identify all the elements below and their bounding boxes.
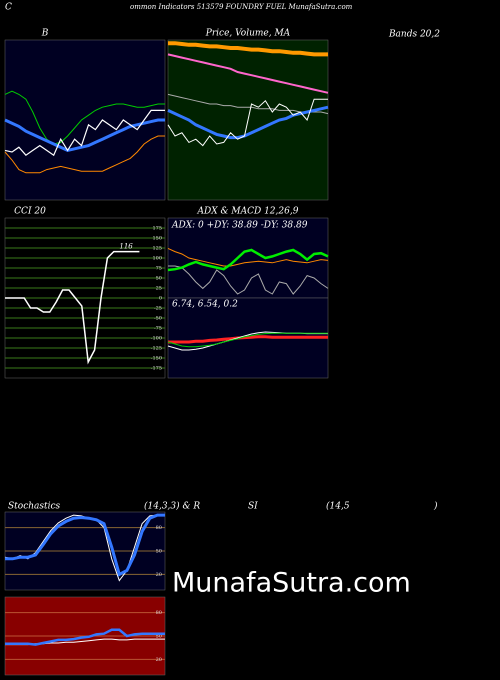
series-line	[167, 53, 329, 94]
series-line	[4, 109, 165, 157]
series-line	[167, 248, 329, 272]
header-right: Bands 20,2	[388, 30, 440, 40]
y-tick-label: 80	[156, 610, 162, 616]
series-line	[4, 90, 165, 145]
panel-title: Price, Volume, MA	[205, 29, 291, 39]
series-line	[4, 135, 165, 174]
panel-title: ADX & MACD 12,26,9	[197, 207, 299, 217]
series-line	[5, 250, 140, 365]
y-tick-label: -175	[151, 366, 162, 372]
y-tick-label: 175	[152, 226, 162, 232]
panel-title: 6.74, 6.54, 0.2	[172, 300, 238, 310]
y-tick-label: -25	[154, 306, 162, 312]
y-tick-label: 20	[156, 572, 162, 578]
panel-background	[4, 39, 166, 201]
series-line	[4, 118, 165, 152]
value-label: 116	[119, 243, 133, 251]
series-line	[168, 41, 328, 57]
row-label: SI	[248, 502, 258, 512]
series-line	[5, 513, 165, 577]
watermark: MunafaSutra.com	[172, 568, 411, 599]
row-label: )	[433, 501, 438, 512]
panel-title: Stochastics	[8, 502, 61, 512]
y-tick-label: 0	[159, 296, 162, 302]
panel-title: CCI 20	[14, 207, 46, 217]
y-tick-label: 125	[152, 246, 162, 252]
y-tick-label: -100	[151, 336, 162, 342]
row-label: (14,3,3) & R	[144, 501, 200, 512]
header-initial: C	[5, 3, 12, 13]
row-label: (14,5	[326, 501, 350, 512]
series-line	[167, 98, 328, 147]
y-tick-label: -50	[154, 316, 162, 322]
y-tick-label: 75	[156, 266, 162, 272]
y-tick-label: -125	[151, 346, 162, 352]
y-tick-label: -75	[154, 326, 162, 332]
y-tick-label: -150	[151, 356, 162, 362]
panel-title: B	[41, 29, 49, 39]
header-title: ommon Indicators 513579 FOUNDRY FUEL Mun…	[130, 3, 353, 11]
y-tick-label: 25	[156, 286, 162, 292]
series-line	[167, 332, 328, 348]
y-tick-label: 150	[152, 236, 162, 242]
y-tick-label: 50	[156, 276, 162, 282]
y-tick-label: 100	[152, 256, 162, 262]
y-tick-label: 50	[156, 634, 162, 640]
panel-subtitle: ADX: 0 +DY: 38.89 -DY: 38.89	[171, 221, 308, 231]
series-line	[5, 628, 165, 646]
series-line	[168, 265, 329, 295]
series-line	[168, 335, 328, 344]
y-tick-label: 20	[156, 657, 162, 663]
series-line	[167, 247, 329, 267]
y-tick-label: 80	[156, 525, 162, 531]
y-tick-label: 50	[156, 549, 162, 555]
